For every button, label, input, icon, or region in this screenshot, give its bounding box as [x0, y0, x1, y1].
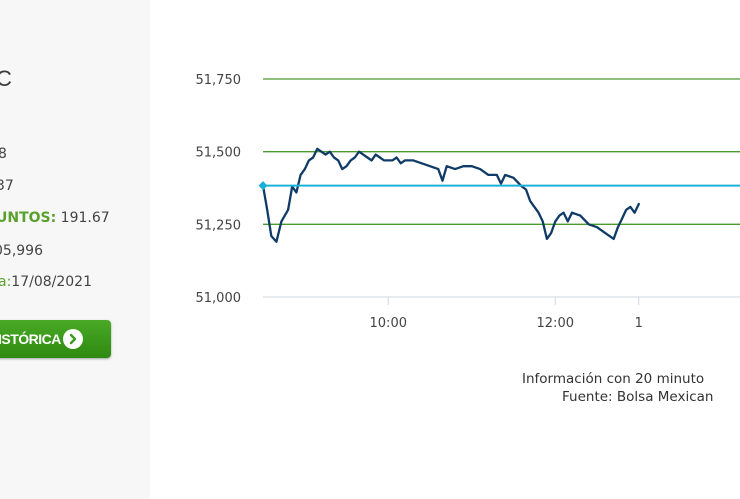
stat-value-1: 8 [0, 146, 7, 162]
stat-label-date: a: [0, 274, 12, 290]
stat-row-volume: 05,996 [0, 243, 43, 259]
reference-layer [258, 181, 740, 191]
series-layer [261, 147, 640, 243]
historic-data-button[interactable]: ISTÓRICA [0, 320, 111, 358]
historic-button-label: ISTÓRICA [0, 331, 61, 347]
x-tick-label-0: 10:00 [370, 316, 407, 331]
index-name: C [0, 66, 12, 91]
stat-value-volume: 05,996 [0, 243, 43, 259]
x-tick-label-2: 1 [635, 316, 643, 331]
stat-row-1: 8 [0, 146, 7, 162]
series-line-0 [261, 147, 640, 243]
delay-notice: Información con 20 minuto [522, 371, 705, 387]
stat-row-points: UNTOS: 191.67 [0, 210, 110, 226]
y-tick-label-0: 51,000 [196, 291, 242, 306]
stat-value-date: 17/08/2021 [11, 274, 92, 290]
y-tick-label-3: 51,750 [196, 73, 242, 88]
x-tick-label-1: 12:00 [537, 316, 574, 331]
stat-value-2: 37 [0, 178, 14, 194]
x-axis: 10:00 12:00 1 [370, 297, 643, 331]
y-tick-label-1: 51,250 [196, 218, 242, 233]
stat-label-points: UNTOS: [0, 210, 57, 226]
grid-layer [263, 78, 740, 298]
stat-value-points: 191.67 [56, 210, 110, 226]
chevron-right-icon [62, 329, 83, 349]
stat-row-2: 37 [0, 178, 14, 194]
source-notice: Fuente: Bolsa Mexican [562, 389, 714, 405]
index-info-panel: C 8 37 UNTOS: 191.67 05,996 a:17/08/2021… [0, 0, 150, 499]
reference-marker [258, 181, 268, 191]
stat-row-date: a:17/08/2021 [0, 274, 92, 290]
index-line-chart: 51,000 51,250 51,500 51,750 10:00 12:00 1 [196, 73, 740, 331]
y-tick-label-2: 51,500 [196, 146, 242, 161]
y-axis: 51,000 51,250 51,500 51,750 [196, 73, 242, 306]
